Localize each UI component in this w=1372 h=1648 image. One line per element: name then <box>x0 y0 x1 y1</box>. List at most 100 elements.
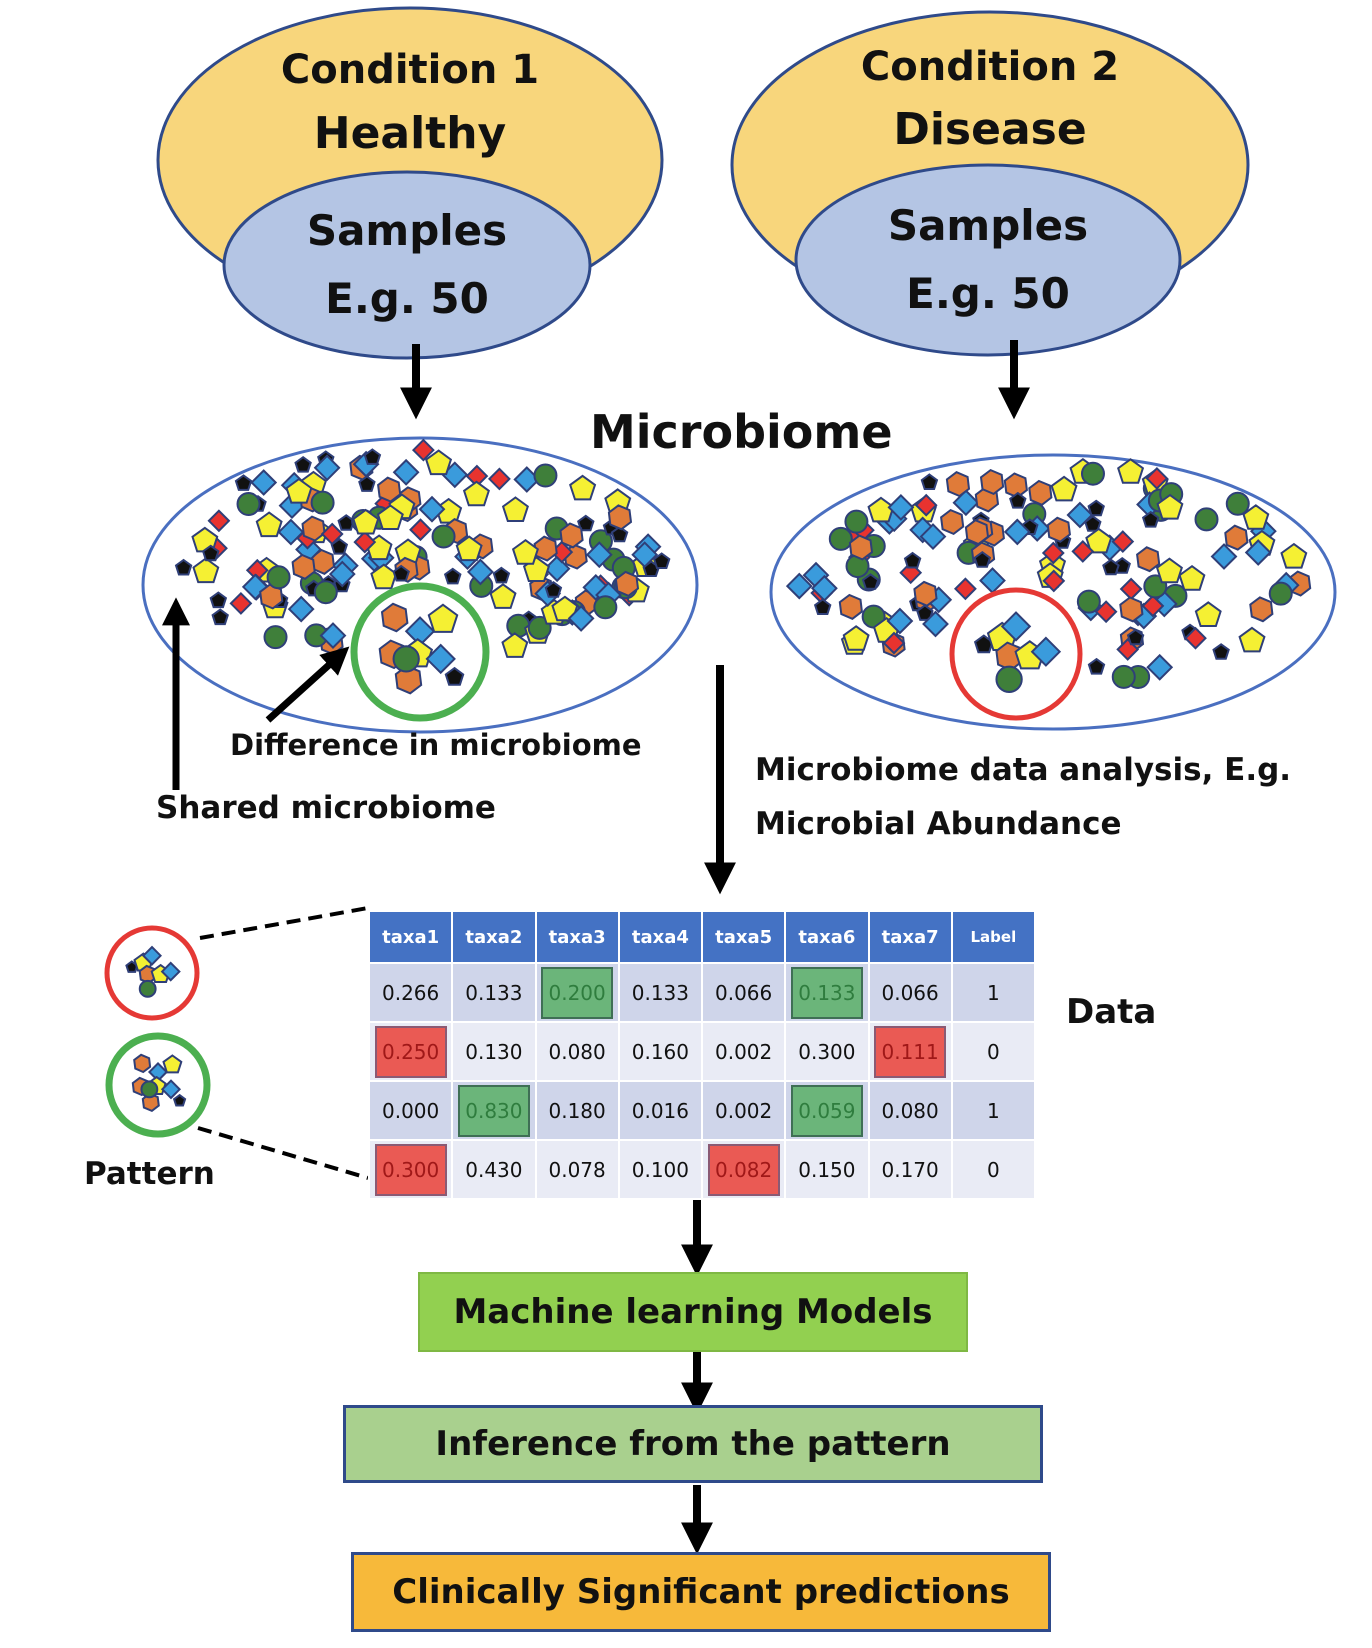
microbe-hexagon-icon <box>259 583 284 610</box>
microbe-pentagon-icon <box>1238 626 1266 653</box>
microbe-pentagon-icon <box>425 449 453 476</box>
microbe-black-pentagon-icon <box>577 514 595 532</box>
dashed-connector-top <box>199 906 369 940</box>
microbe-red-diamond-icon <box>1184 626 1207 650</box>
microbe-black-pentagon-icon <box>358 475 376 492</box>
microbe-circle-icon <box>140 1080 159 1099</box>
table-cell: 0.066 <box>700 962 787 1023</box>
table-cell-label: 1 <box>950 962 1037 1023</box>
microbe-pentagon-icon <box>285 477 313 504</box>
microbe-hexagon-icon <box>913 580 938 607</box>
microbe-black-pentagon-icon <box>209 591 228 609</box>
microbe-pentagon-icon <box>255 511 283 538</box>
microbe-red-diamond-icon <box>953 577 977 601</box>
microbe-hexagon-icon <box>848 534 874 561</box>
table-cell-label: 0 <box>950 1139 1037 1200</box>
pattern-label: Pattern <box>84 1156 215 1192</box>
microbe-red-diamond-icon <box>229 591 253 615</box>
condition2-count: E.g. 50 <box>906 269 1070 318</box>
microbe-red-diamond-icon <box>245 558 269 582</box>
microbe-diamond-icon <box>1066 501 1094 529</box>
microbe-diamond-icon <box>313 454 341 482</box>
col-header: taxa7 <box>867 910 953 964</box>
condition2-samples-ellipse <box>794 163 1182 357</box>
condition2-title: Condition 2 <box>860 44 1120 90</box>
microbe-hexagon-icon <box>945 471 971 498</box>
microbe-diamond-icon <box>887 493 915 521</box>
microbe-red-diamond-icon <box>409 518 432 542</box>
table-cell-label: 0 <box>950 1021 1037 1082</box>
microbe-pentagon-icon <box>1280 542 1308 569</box>
microbiome-title: Microbiome <box>590 405 893 459</box>
microbe-diamond-icon <box>466 558 494 586</box>
table-cell: 0.160 <box>617 1021 704 1082</box>
microbe-hexagon-icon <box>133 1053 152 1074</box>
difference-label: Difference in microbiome <box>230 728 642 762</box>
table-cell: 0.100 <box>617 1139 704 1200</box>
table-cell-highlight-red: 0.082 <box>700 1139 787 1200</box>
healthy-pattern-microbes <box>378 602 465 695</box>
arrow-difference-microbiome <box>265 646 350 723</box>
table-cell: 0.078 <box>534 1139 620 1200</box>
microbe-red-diamond-icon <box>1042 569 1066 593</box>
table-header-row: taxa1 taxa2 taxa3 taxa4 taxa5 taxa6 taxa… <box>367 910 1037 964</box>
microbe-diamond-icon <box>886 607 914 635</box>
microbe-diamond-icon <box>425 643 456 675</box>
disease-pattern-microbes <box>973 611 1062 693</box>
microbe-pentagon-icon <box>501 496 529 522</box>
table-cell-highlight-green: 0.200 <box>534 962 620 1023</box>
microbe-pentagon-icon <box>501 632 529 658</box>
microbe-red-diamond-icon <box>1041 541 1065 565</box>
table-cell: 0.133 <box>451 962 537 1023</box>
microbe-diamond-icon <box>160 961 181 982</box>
table-cell-highlight-red: 0.300 <box>367 1139 454 1200</box>
microbe-black-pentagon-icon <box>1009 491 1027 509</box>
microbe-red-diamond-icon <box>1094 600 1118 624</box>
microbe-circle-icon <box>236 492 261 517</box>
microbe-black-pentagon-icon <box>916 604 934 621</box>
col-header: taxa5 <box>700 910 787 964</box>
table-cell-highlight-green: 0.059 <box>784 1080 870 1141</box>
table-row: 0.000 0.830 0.180 0.016 0.002 0.059 0.08… <box>367 1080 1037 1141</box>
microbe-black-pentagon-icon <box>294 455 312 473</box>
microbe-diamond-icon <box>160 1079 182 1100</box>
microbe-red-diamond-icon <box>1111 530 1135 554</box>
table-row: 0.300 0.430 0.078 0.100 0.082 0.150 0.17… <box>367 1139 1037 1200</box>
microbe-pentagon-icon <box>1178 564 1206 591</box>
microbe-black-pentagon-icon <box>1126 628 1145 646</box>
microbe-circle-icon <box>1268 581 1293 606</box>
microbe-pentagon-icon <box>462 480 490 507</box>
microbe-diamond-icon <box>810 574 838 602</box>
microbe-hexagon-icon <box>533 535 558 562</box>
table-cell-highlight-green: 0.830 <box>451 1080 537 1141</box>
microbe-hexagon-icon <box>1028 479 1053 506</box>
microbe-hexagon-icon <box>1046 516 1071 543</box>
microbe-red-diamond-icon <box>1071 539 1095 563</box>
disease-microbiome-ellipse <box>769 453 1337 731</box>
microbe-pentagon-icon <box>1085 527 1113 554</box>
col-header-label: Label <box>950 910 1037 964</box>
microbe-black-pentagon-icon <box>492 566 511 584</box>
table-row: 0.266 0.133 0.200 0.133 0.066 0.133 0.06… <box>367 962 1037 1023</box>
microbe-diamond-icon <box>328 560 356 588</box>
col-header: taxa3 <box>534 910 620 964</box>
microbe-black-pentagon-icon <box>544 580 563 598</box>
microbe-hexagon-icon <box>940 508 965 536</box>
microbe-circle-icon <box>313 580 338 605</box>
microbe-pentagon-icon <box>569 474 597 501</box>
microbe-black-pentagon-icon <box>813 598 832 615</box>
microbe-black-pentagon-icon <box>443 567 462 585</box>
ml-models-box: Machine learning Models <box>418 1272 968 1352</box>
microbe-hexagon-icon <box>1224 524 1249 551</box>
microbe-diamond-icon <box>631 541 659 569</box>
microbe-pentagon-icon <box>1117 458 1145 484</box>
microbe-pentagon-icon <box>1050 475 1078 502</box>
table-cell: 0.016 <box>617 1080 704 1141</box>
microbe-hexagon-icon <box>1136 546 1161 573</box>
microbe-black-pentagon-icon <box>234 474 253 491</box>
microbe-circle-icon <box>266 565 291 590</box>
microbe-hexagon-icon <box>614 570 640 597</box>
microbe-circle-icon <box>593 595 618 620</box>
microbe-red-diamond-icon <box>882 631 906 655</box>
microbe-diamond-icon <box>147 1061 169 1083</box>
